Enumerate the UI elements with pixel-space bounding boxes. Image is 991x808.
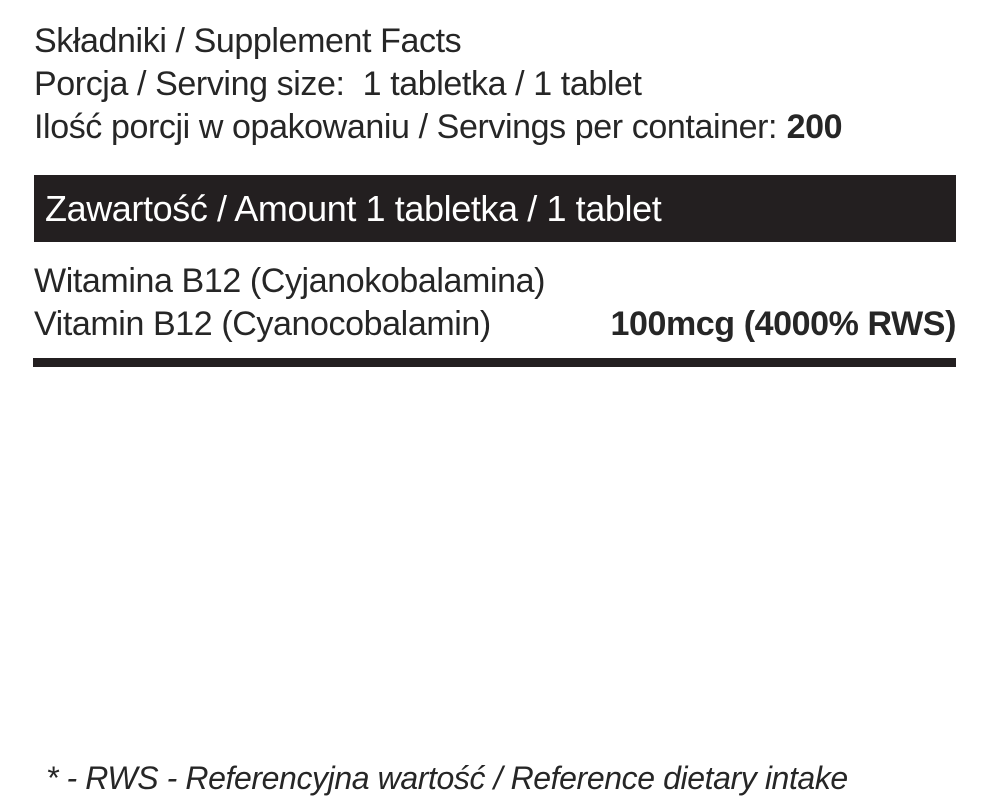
divider-rule [33,358,956,367]
ingredient-amount: 100mcg (4000% RWS) [610,305,956,343]
amount-header-text: Zawartość / Amount 1 tabletka / 1 tablet [45,187,662,229]
label-header: Składniki / Supplement Facts Porcja / Se… [34,20,956,149]
ingredient-detail-line: Vitamin B12 (Cyanocobalamin) 100mcg (400… [34,303,956,346]
footnote: * - RWS - Referencyjna wartość / Referen… [46,760,848,796]
servings-per-container-label: Ilość porcji w opakowaniu / Servings per… [34,108,778,146]
label-title: Składniki / Supplement Facts [34,22,462,60]
amount-header-bar: Zawartość / Amount 1 tabletka / 1 tablet [34,175,956,242]
servings-per-container-line: Ilość porcji w opakowaniu / Servings per… [34,106,956,149]
servings-per-container-value: 200 [786,108,843,146]
serving-size-line: Porcja / Serving size: 1 tabletka / 1 ta… [34,65,642,103]
ingredient-name-en: Vitamin B12 (Cyanocobalamin) [34,305,491,343]
ingredient-name-pl: Witamina B12 (Cyjanokobalamina) [34,262,546,300]
ingredient-row: Witamina B12 (Cyjanokobalamina) Vitamin … [34,260,956,346]
